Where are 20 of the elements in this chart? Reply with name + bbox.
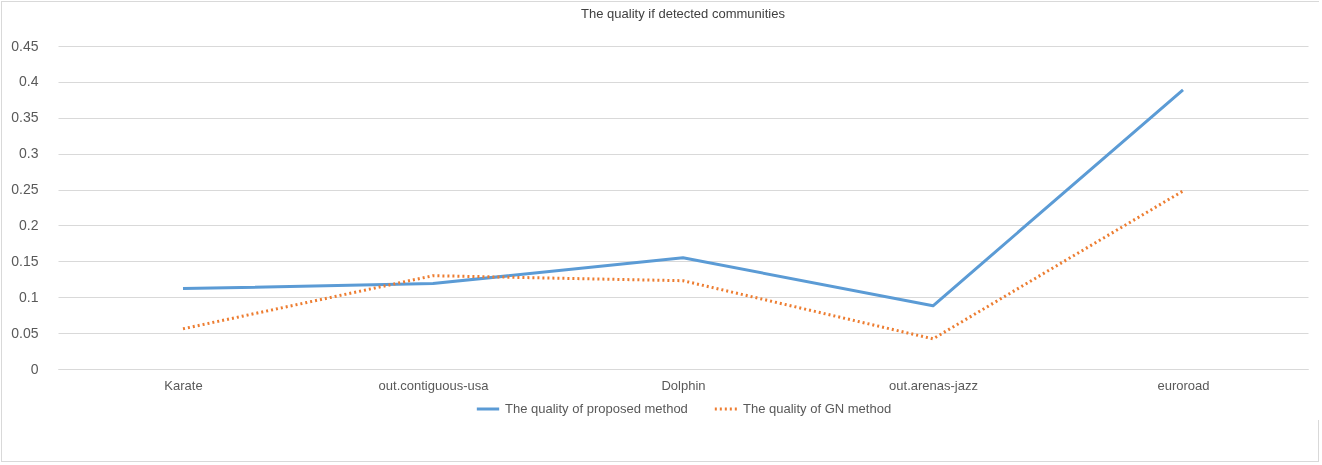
line-series (181, 189, 1185, 341)
y-tick-label: 0.4 (19, 73, 39, 90)
x-tick-label: Dolphin (661, 377, 706, 393)
y-tick-label: 0.05 (11, 324, 39, 341)
y-tick-label: 0.2 (19, 216, 39, 233)
line-series (181, 88, 1185, 308)
y-tick-label: 0.35 (11, 109, 39, 126)
legend-label: The quality of GN method (743, 401, 892, 416)
y-tick-label: 0.25 (11, 181, 39, 198)
legend-label: The quality of proposed method (505, 401, 688, 416)
y-tick-label: 0.3 (19, 145, 39, 162)
chart-title: The quality if detected communities (581, 6, 786, 21)
x-tick-label: euroroad (1157, 377, 1210, 393)
y-tick-label: 0.15 (11, 252, 39, 269)
x-tick-label: out.contiguous-usa (378, 377, 490, 393)
y-tick-label: 0.45 (11, 37, 39, 54)
y-tick-label: 0.1 (19, 288, 39, 305)
y-tick-label: 0 (30, 360, 39, 377)
x-tick-label: Karate (164, 377, 203, 393)
x-tick-label: out.arenas-jazz (889, 377, 978, 393)
